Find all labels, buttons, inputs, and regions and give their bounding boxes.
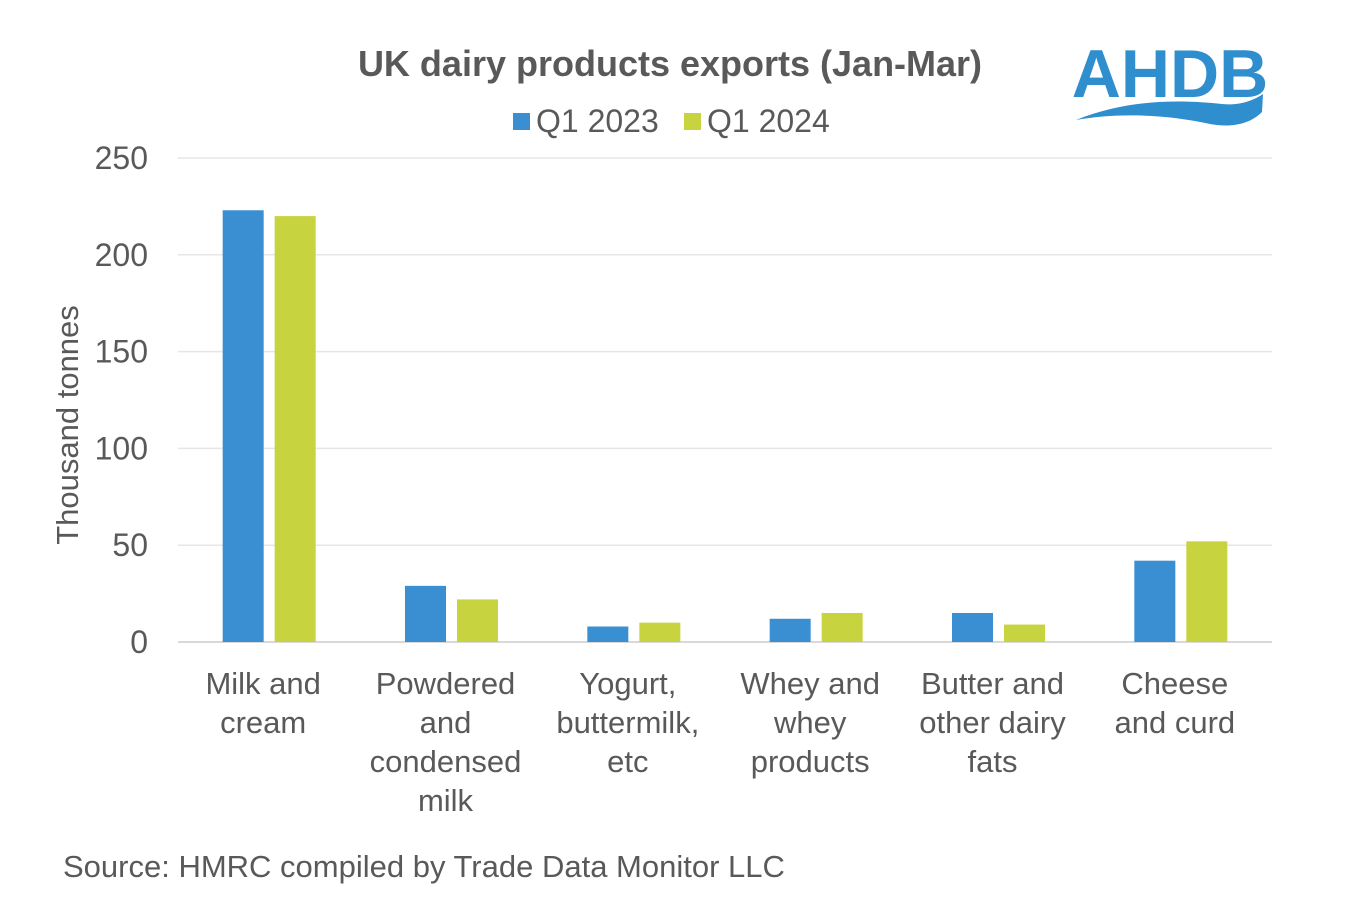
y-tick-label-150: 150	[95, 334, 148, 370]
bars	[222, 210, 1228, 642]
bar-q1-2023-yogurt-buttermilk-etc	[587, 626, 629, 642]
x-category-label-whey-and-whey-products: Whey and whey products	[740, 666, 880, 779]
x-category-label-cheese-and-curd: Cheese and curd	[1115, 666, 1236, 740]
bar-q1-2024-milk-and-cream	[274, 216, 316, 642]
legend: Q1 2023 Q1 2024	[513, 103, 830, 139]
x-category-label-line: etc	[607, 744, 648, 779]
x-category-label-line: buttermilk,	[556, 705, 699, 740]
ahdb-logo: AHDB	[1072, 36, 1268, 126]
x-category-label-yogurt-buttermilk-etc: Yogurt, buttermilk, etc	[556, 666, 699, 779]
bar-q1-2024-whey-and-whey-products	[821, 612, 863, 642]
x-category-label-line: products	[751, 744, 870, 779]
x-axis-categories: Milk and cream Powdered and condensed milk Yog…	[205, 666, 1235, 818]
bar-q1-2024-cheese-and-curd	[1186, 541, 1228, 642]
y-axis-ticks: 0 50 100 150 200 250	[95, 140, 148, 660]
bar-q1-2023-milk-and-cream	[222, 210, 264, 642]
x-category-label-line: whey	[773, 705, 847, 740]
y-tick-label-250: 250	[95, 140, 148, 176]
source-note: Source: HMRC compiled by Trade Data Moni…	[63, 849, 785, 884]
gridlines	[178, 157, 1272, 643]
bar-q1-2023-cheese-and-curd	[1134, 560, 1176, 642]
legend-label-q1-2023: Q1 2023	[536, 103, 659, 139]
legend-swatch-q1-2023	[513, 113, 530, 130]
bar-q1-2023-whey-and-whey-products	[769, 618, 811, 642]
x-category-label-line: fats	[968, 744, 1018, 779]
chart-title: UK dairy products exports (Jan-Mar)	[358, 43, 982, 84]
x-category-label-line: Powdered	[376, 666, 516, 701]
y-tick-label-100: 100	[95, 430, 148, 466]
x-category-label-line: and	[420, 705, 472, 740]
x-category-label-line: other dairy	[919, 705, 1066, 740]
bar-q1-2024-powdered-and-condensed-milk	[457, 599, 498, 642]
bar-q1-2024-butter-and-other-dairy-fats	[1004, 624, 1045, 642]
x-category-label-line: Butter and	[921, 666, 1064, 701]
x-category-label-line: Yogurt,	[579, 666, 676, 701]
x-category-label-line: Milk and	[205, 666, 320, 701]
x-category-label-line: and curd	[1115, 705, 1236, 740]
y-tick-label-0: 0	[130, 624, 148, 660]
bar-q1-2024-yogurt-buttermilk-etc	[639, 622, 681, 642]
x-category-label-milk-and-cream: Milk and cream	[205, 666, 320, 740]
x-category-label-line: milk	[418, 783, 474, 818]
bar-q1-2023-butter-and-other-dairy-fats	[952, 612, 993, 642]
x-category-label-butter-and-other-dairy-fats: Butter and other dairy fats	[919, 666, 1066, 779]
legend-label-q1-2024: Q1 2024	[707, 103, 830, 139]
legend-swatch-q1-2024	[684, 113, 701, 130]
x-category-label-line: condensed	[370, 744, 522, 779]
y-tick-label-200: 200	[95, 237, 148, 273]
logo-wave	[1076, 94, 1263, 126]
x-category-label-line: cream	[220, 705, 306, 740]
y-axis-title: Thousand tonnes	[50, 305, 85, 545]
bar-q1-2023-powdered-and-condensed-milk	[405, 585, 446, 642]
x-category-label-line: Cheese	[1121, 666, 1228, 701]
logo-text: AHDB	[1072, 36, 1268, 112]
x-category-label-powdered-and-condensed-milk: Powdered and condensed milk	[370, 666, 522, 818]
y-tick-label-50: 50	[112, 527, 148, 563]
x-category-label-line: Whey and	[740, 666, 880, 701]
